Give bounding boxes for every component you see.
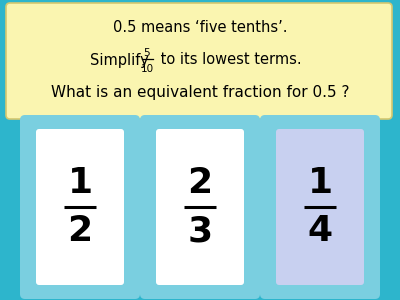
FancyBboxPatch shape	[260, 115, 380, 299]
Text: to its lowest terms.: to its lowest terms.	[156, 52, 302, 68]
FancyBboxPatch shape	[156, 129, 244, 285]
Text: 10: 10	[140, 64, 154, 74]
Text: 4: 4	[308, 214, 332, 248]
FancyBboxPatch shape	[6, 3, 392, 119]
FancyBboxPatch shape	[140, 115, 260, 299]
Text: What is an equivalent fraction for 0.5 ?: What is an equivalent fraction for 0.5 ?	[51, 85, 349, 100]
Text: 2: 2	[188, 166, 212, 200]
Text: 0.5 means ‘five tenths’.: 0.5 means ‘five tenths’.	[113, 20, 287, 35]
Text: 1: 1	[68, 166, 92, 200]
Text: 3: 3	[188, 214, 212, 248]
FancyBboxPatch shape	[276, 129, 364, 285]
Text: 5: 5	[144, 48, 150, 58]
Text: 2: 2	[68, 214, 92, 248]
Text: Simplify: Simplify	[90, 52, 153, 68]
FancyBboxPatch shape	[36, 129, 124, 285]
FancyBboxPatch shape	[20, 115, 140, 299]
Text: 1: 1	[308, 166, 332, 200]
